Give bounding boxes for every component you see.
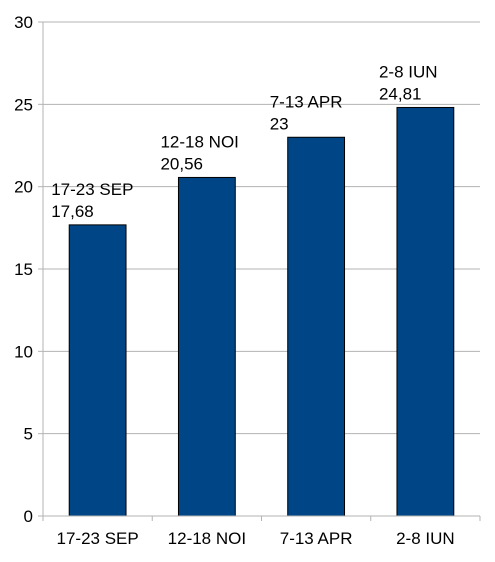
y-tick-label: 20 <box>14 178 33 197</box>
x-tick-label: 2-8 IUN <box>396 529 455 548</box>
bar <box>287 136 346 517</box>
y-tick-label: 15 <box>14 260 33 279</box>
x-tick-label: 12-18 NOI <box>168 529 246 548</box>
bar <box>396 106 455 517</box>
bar <box>68 224 127 517</box>
y-tick-label: 10 <box>14 342 33 361</box>
data-label-value: 23 <box>270 114 289 133</box>
data-label-category: 7-13 APR <box>270 92 343 111</box>
bars <box>68 106 455 517</box>
data-label-value: 20,56 <box>160 154 203 173</box>
data-labels: 17-23 SEP 17,68 12-18 NOI 20,56 7-13 APR 23 2-… <box>51 62 437 220</box>
bar <box>177 176 236 517</box>
data-label-value: 17,68 <box>51 202 94 221</box>
x-axis-tick-labels: 17-23 SEP 12-18 NOI 7-13 APR 2-8 IUN <box>57 529 455 548</box>
y-tick-label: 25 <box>14 95 33 114</box>
x-tick-label: 17-23 SEP <box>57 529 139 548</box>
x-tick-label: 7-13 APR <box>280 529 353 548</box>
y-tick-label: 30 <box>14 13 33 32</box>
y-tick-label: 5 <box>24 425 33 444</box>
y-tick-label: 0 <box>24 507 33 526</box>
y-axis-tick-labels: 0 5 10 15 20 25 30 <box>14 13 33 526</box>
data-label-category: 17-23 SEP <box>51 180 133 199</box>
data-label-value: 24,81 <box>379 84 422 103</box>
data-label-category: 12-18 NOI <box>160 132 238 151</box>
data-label-category: 2-8 IUN <box>379 62 438 81</box>
